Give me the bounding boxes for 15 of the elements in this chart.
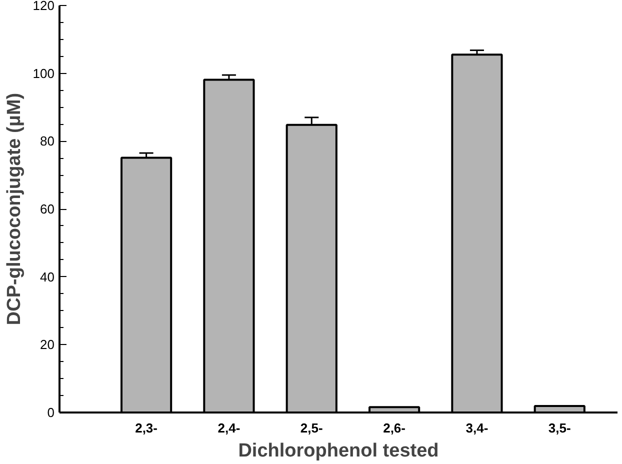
x-axis-title: Dichlorophenol tested bbox=[238, 440, 439, 462]
x-tick-label: 2,3- bbox=[135, 420, 158, 436]
y-tick-label: 100 bbox=[32, 66, 55, 81]
y-tick-label: 60 bbox=[40, 202, 55, 216]
x-tick-label: 2,4- bbox=[218, 420, 240, 436]
y-tick-label: 40 bbox=[40, 269, 55, 284]
y-tick-label: 80 bbox=[40, 134, 55, 149]
y-tick-label: 0 bbox=[47, 405, 55, 420]
x-tick-label: 2,5- bbox=[300, 420, 323, 436]
y-tick-label: 20 bbox=[40, 337, 55, 352]
y-tick-label: 120 bbox=[32, 0, 55, 13]
x-tick-label: 3,4- bbox=[466, 420, 488, 436]
y-axis-title: DCP-glucoconjugate (μM) bbox=[4, 92, 25, 326]
x-tick-label: 2,6- bbox=[383, 420, 406, 436]
x-tick-label: 3,5- bbox=[548, 420, 571, 436]
